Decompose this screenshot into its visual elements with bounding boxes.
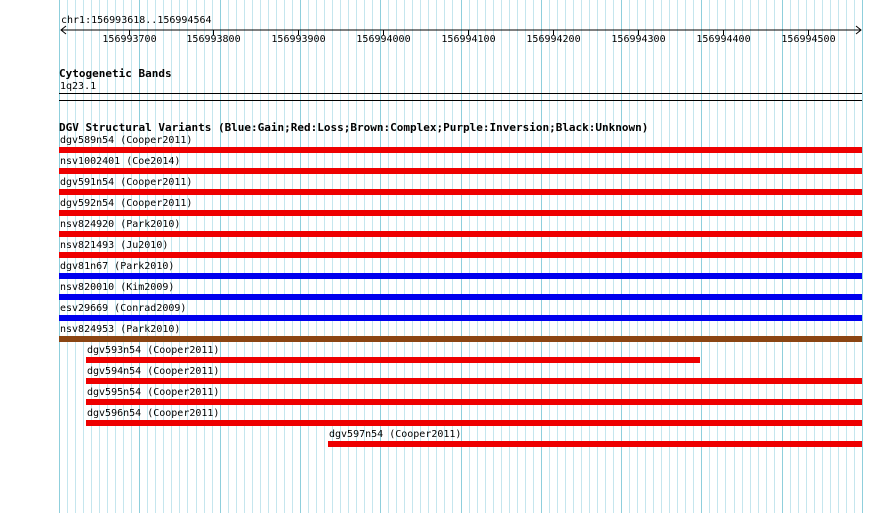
dgv-feature-bar[interactable]: [59, 336, 862, 342]
ruler-left-arrow-icon: [60, 25, 67, 35]
dgv-feature-bar[interactable]: [59, 231, 862, 237]
cytoband-top-line: [59, 93, 862, 94]
ruler-tick-label: 156994400: [696, 34, 751, 45]
ruler-tick-label: 156994300: [611, 34, 666, 45]
ruler-tick-label: 156994100: [441, 34, 496, 45]
ruler-tick-label: 156993800: [186, 34, 241, 45]
dgv-feature-bar[interactable]: [328, 441, 862, 447]
dgv-feature-label[interactable]: nsv824953 (Park2010): [60, 324, 181, 335]
dgv-feature-label[interactable]: dgv597n54 (Cooper2011): [329, 429, 462, 440]
dgv-feature-label[interactable]: nsv1002401 (Coe2014): [60, 156, 181, 167]
dgv-track-title: DGV Structural Variants (Blue:Gain;Red:L…: [59, 121, 649, 134]
dgv-feature-label[interactable]: dgv81n67 (Park2010): [60, 261, 175, 272]
ruler-axis: [60, 25, 862, 35]
location-label: chr1:156993618..156994564: [61, 15, 212, 26]
dgv-feature-bar[interactable]: [59, 189, 862, 195]
ruler-tick-label: 156994200: [526, 34, 581, 45]
ruler-tick-label: 156993900: [271, 34, 326, 45]
dgv-feature-label[interactable]: dgv596n54 (Cooper2011): [87, 408, 220, 419]
dgv-feature-label[interactable]: dgv594n54 (Cooper2011): [87, 366, 220, 377]
ruler-right-arrow-icon: [855, 25, 862, 35]
cytoband-label[interactable]: 1q23.1: [60, 81, 97, 92]
dgv-feature-label[interactable]: dgv595n54 (Cooper2011): [87, 387, 220, 398]
dgv-feature-label[interactable]: nsv820010 (Kim2009): [60, 282, 175, 293]
dgv-feature-bar[interactable]: [59, 294, 862, 300]
dgv-feature-label[interactable]: nsv824920 (Park2010): [60, 219, 181, 230]
dgv-feature-bar[interactable]: [59, 168, 862, 174]
dgv-feature-bar[interactable]: [59, 273, 862, 279]
dgv-feature-bar[interactable]: [59, 252, 862, 258]
ruler-tick-label: 156994500: [781, 34, 836, 45]
cytoband-track-title: Cytogenetic Bands: [59, 67, 172, 80]
dgv-feature-bar[interactable]: [59, 147, 862, 153]
dgv-feature-bar[interactable]: [86, 399, 862, 405]
dgv-feature-bar[interactable]: [59, 315, 862, 321]
dgv-feature-label[interactable]: esv29669 (Conrad2009): [60, 303, 187, 314]
ruler-tick-label: 156994000: [356, 34, 411, 45]
dgv-feature-label[interactable]: dgv592n54 (Cooper2011): [60, 198, 193, 209]
dgv-feature-label[interactable]: nsv821493 (Ju2010): [60, 240, 169, 251]
dgv-feature-label[interactable]: dgv589n54 (Cooper2011): [60, 135, 193, 146]
dgv-feature-bar[interactable]: [86, 420, 862, 426]
dgv-feature-bar[interactable]: [59, 210, 862, 216]
cytoband-bottom-line: [59, 100, 862, 101]
dgv-feature-label[interactable]: dgv593n54 (Cooper2011): [87, 345, 220, 356]
dgv-feature-label[interactable]: dgv591n54 (Cooper2011): [60, 177, 193, 188]
dgv-feature-bar[interactable]: [86, 378, 862, 384]
dgv-feature-bar[interactable]: [86, 357, 700, 363]
ruler-tick-label: 156993700: [102, 34, 157, 45]
